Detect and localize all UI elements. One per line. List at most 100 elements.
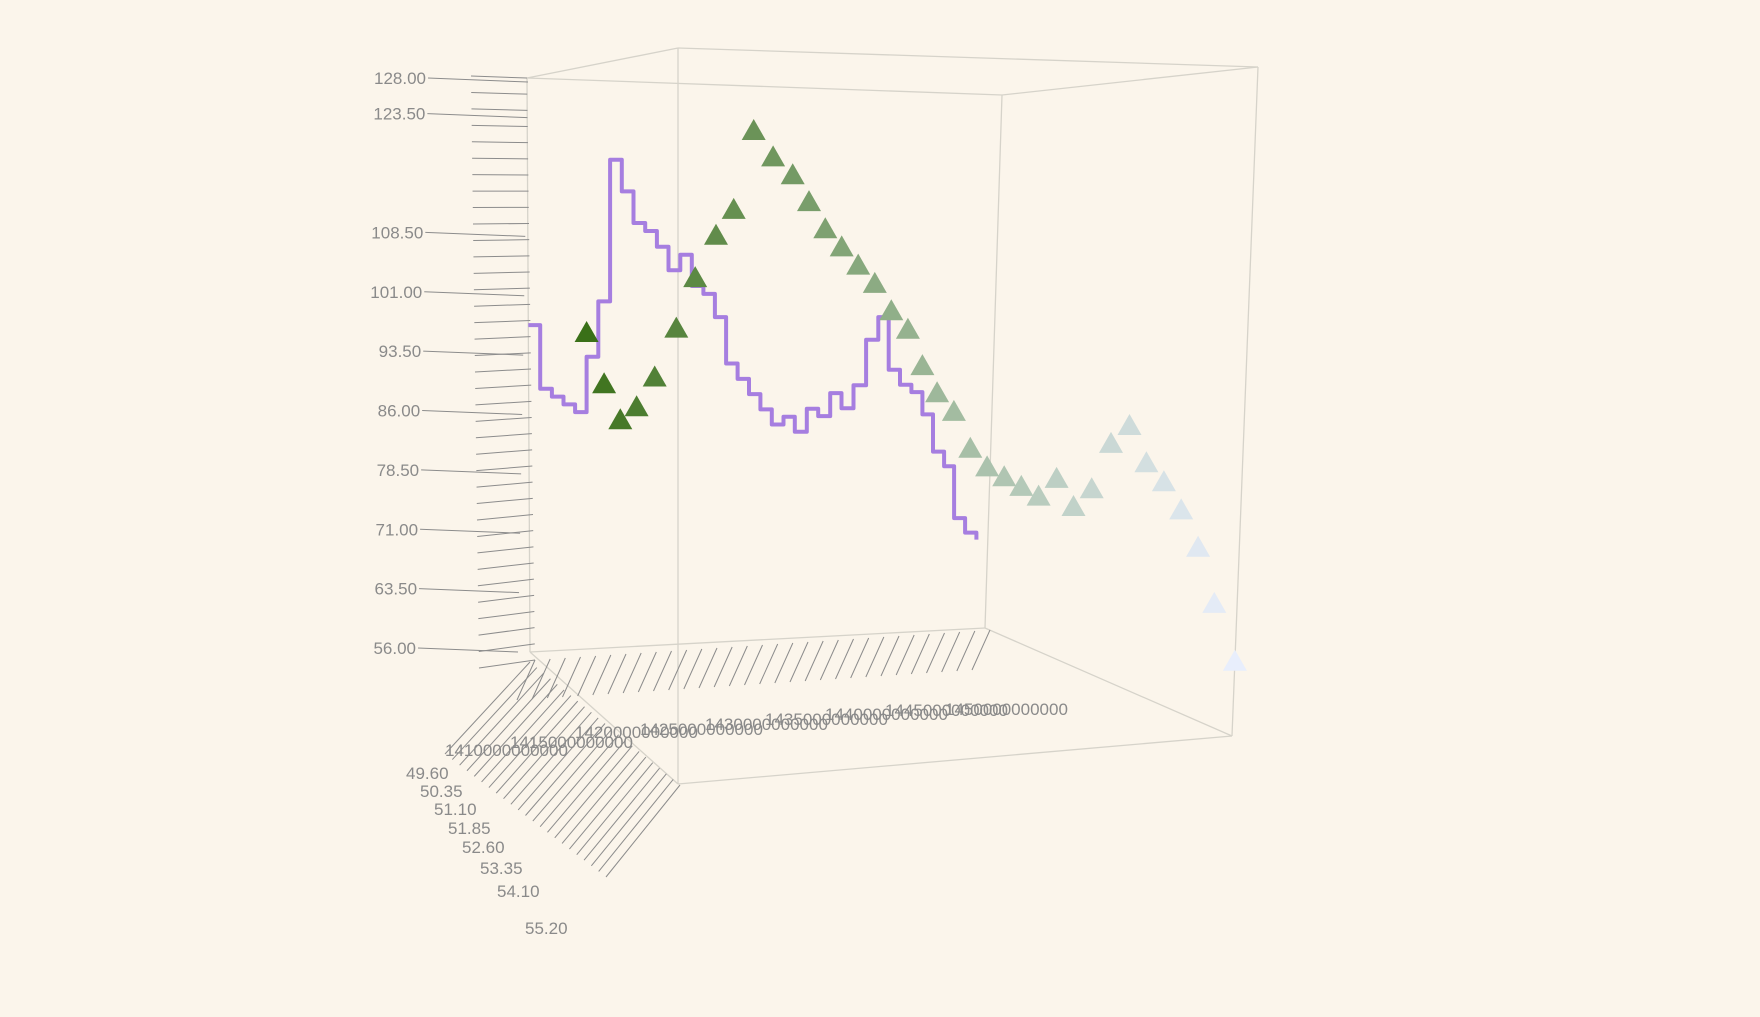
- y-tick-label: 108.50: [371, 223, 423, 242]
- z-tick-label: 50.35: [420, 782, 463, 801]
- y-minor-tick: [477, 547, 533, 553]
- box-edge: [678, 48, 1258, 67]
- x-minor-tick: [532, 659, 550, 699]
- x-minor-tick: [851, 638, 869, 678]
- triangle-marker: [958, 437, 982, 458]
- line-series: [528, 160, 976, 540]
- y-minor-tick: [476, 450, 532, 454]
- x-minor-tick: [927, 633, 945, 673]
- triangle-marker: [722, 198, 746, 219]
- x-minor-tick: [623, 653, 641, 693]
- triangle-marker: [910, 354, 934, 375]
- x-minor-tick: [866, 637, 884, 677]
- x-minor-tick: [578, 656, 596, 696]
- z-minor-tick: [562, 751, 639, 843]
- y-major-tick: [421, 470, 521, 474]
- z-tick-label: 51.85: [448, 819, 491, 838]
- box-edge: [527, 78, 530, 652]
- y-tick-label: 128.00: [374, 69, 426, 88]
- y-major-tick: [425, 232, 525, 236]
- z-minor-tick: [474, 684, 557, 776]
- triangle-marker: [1080, 477, 1104, 498]
- triangle-marker: [683, 266, 707, 287]
- triangle-marker: [830, 235, 854, 256]
- y-minor-tick: [479, 628, 535, 635]
- x-minor-tick: [654, 651, 672, 691]
- y-minor-tick: [472, 158, 528, 159]
- x-minor-tick: [881, 636, 899, 676]
- x-minor-tick: [775, 643, 793, 683]
- box-edge: [678, 736, 1232, 784]
- triangle-marker: [863, 272, 887, 293]
- y-minor-tick: [477, 498, 533, 503]
- triangle-marker: [625, 395, 649, 416]
- y-minor-tick: [476, 434, 532, 438]
- y-major-tick: [427, 114, 527, 118]
- triangle-marker: [1186, 536, 1210, 557]
- x-minor-tick: [593, 655, 611, 695]
- z-minor-tick: [584, 768, 660, 860]
- y-major-tick: [422, 411, 522, 415]
- series-line: [528, 160, 976, 540]
- y-major-tick: [428, 78, 528, 82]
- x-minor-tick: [760, 644, 778, 684]
- x-minor-tick: [942, 632, 960, 672]
- x-minor-tick: [836, 639, 854, 679]
- box-edge: [985, 95, 1002, 628]
- x-minor-tick: [608, 654, 626, 694]
- triangle-marker: [813, 217, 837, 238]
- y-tick-label: 93.50: [379, 342, 422, 361]
- box-edge: [985, 628, 1232, 736]
- x-minor-tick: [957, 631, 975, 671]
- triangle-marker: [1202, 592, 1226, 613]
- triangle-marker: [846, 254, 870, 275]
- z-tick-label: 51.10: [434, 800, 477, 819]
- triangle-marker: [575, 321, 599, 342]
- z-tick-label: 55.20: [525, 919, 568, 938]
- triangle-marker: [1118, 414, 1142, 435]
- triangle-marker: [592, 372, 616, 393]
- y-tick-label: 123.50: [373, 105, 425, 124]
- x-minor-tick: [972, 630, 990, 670]
- y-minor-tick: [471, 92, 527, 94]
- z-tick-label: 49.60: [406, 764, 449, 783]
- y-tick-label: 101.00: [370, 283, 422, 302]
- y-minor-tick: [474, 272, 530, 273]
- triangle-marker: [1169, 498, 1193, 519]
- triangle-marker: [742, 119, 766, 140]
- x-tick-label: 1450000000000: [945, 700, 1068, 719]
- x-minor-tick: [790, 642, 808, 682]
- y-minor-tick: [473, 240, 529, 241]
- y-minor-tick: [472, 142, 528, 143]
- y-major-tick: [420, 529, 520, 533]
- x-minor-tick: [684, 649, 702, 689]
- y-minor-tick: [473, 224, 529, 225]
- y-tick-label: 63.50: [374, 580, 417, 599]
- y-tick-label: 86.00: [378, 402, 421, 421]
- y-tick-label: 56.00: [373, 639, 416, 658]
- z-tick-label: 53.35: [480, 859, 523, 878]
- y-major-tick: [424, 292, 524, 296]
- x-minor-tick: [745, 645, 763, 685]
- y-minor-tick: [475, 385, 531, 388]
- y-minor-tick: [475, 401, 531, 405]
- triangle-marker: [1223, 650, 1247, 671]
- y-minor-tick: [478, 563, 534, 569]
- z-minor-tick: [569, 757, 646, 849]
- y-major-tick: [419, 589, 519, 593]
- y-minor-tick: [478, 579, 534, 586]
- y-minor-tick: [474, 288, 530, 290]
- y-minor-tick: [475, 337, 531, 339]
- y-minor-tick: [478, 612, 534, 619]
- triangle-marker: [925, 381, 949, 402]
- y-minor-tick: [472, 125, 528, 126]
- x-minor-tick: [729, 646, 747, 686]
- triangle-marker: [761, 145, 785, 166]
- y-minor-tick: [477, 515, 533, 521]
- x-minor-tick: [563, 657, 581, 697]
- box-edge: [527, 78, 1002, 95]
- x-minor-tick: [714, 647, 732, 687]
- y-minor-tick: [471, 109, 527, 110]
